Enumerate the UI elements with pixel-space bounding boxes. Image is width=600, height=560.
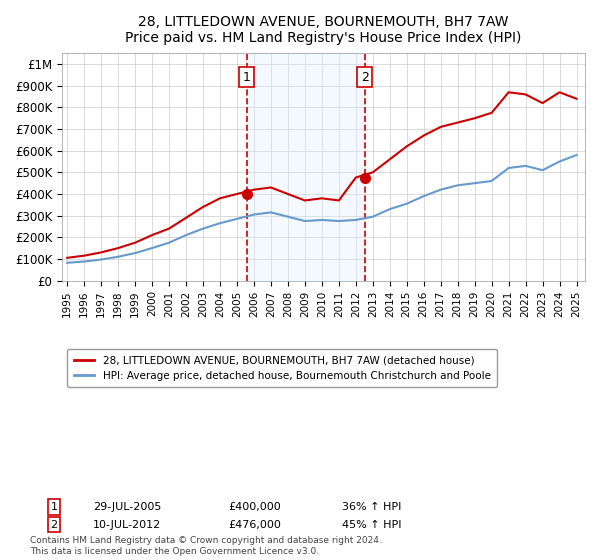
Bar: [247, 53, 365, 281]
Text: 2: 2: [50, 520, 58, 530]
Text: 1: 1: [243, 71, 251, 83]
Title: 28, LITTLEDOWN AVENUE, BOURNEMOUTH, BH7 7AW
Price paid vs. HM Land Registry's Ho: 28, LITTLEDOWN AVENUE, BOURNEMOUTH, BH7 …: [125, 15, 522, 45]
Text: 29-JUL-2005: 29-JUL-2005: [93, 502, 161, 512]
Text: 2: 2: [361, 71, 369, 83]
Text: Contains HM Land Registry data © Crown copyright and database right 2024.
This d: Contains HM Land Registry data © Crown c…: [30, 536, 382, 556]
Text: £400,000: £400,000: [228, 502, 281, 512]
Text: 36% ↑ HPI: 36% ↑ HPI: [342, 502, 401, 512]
Text: 1: 1: [50, 502, 58, 512]
Legend: 28, LITTLEDOWN AVENUE, BOURNEMOUTH, BH7 7AW (detached house), HPI: Average price: 28, LITTLEDOWN AVENUE, BOURNEMOUTH, BH7 …: [67, 349, 497, 387]
Text: 45% ↑ HPI: 45% ↑ HPI: [342, 520, 401, 530]
Text: £476,000: £476,000: [228, 520, 281, 530]
Text: 10-JUL-2012: 10-JUL-2012: [93, 520, 161, 530]
